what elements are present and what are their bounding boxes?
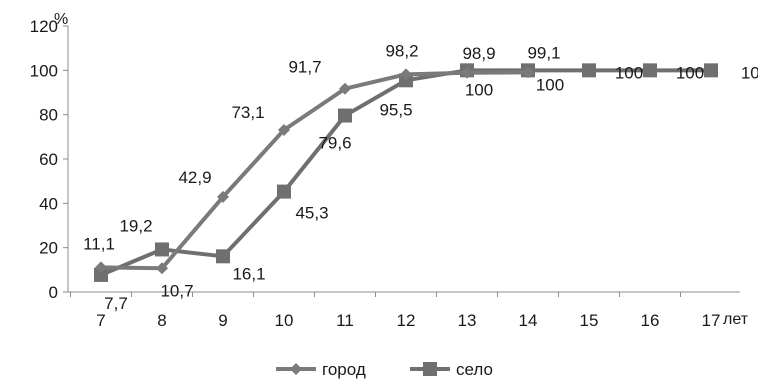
data-point-gorod xyxy=(95,261,107,274)
y-tick-label: 60 xyxy=(39,150,58,169)
data-label-selo: 100 xyxy=(741,63,758,82)
x-tick-label: 15 xyxy=(580,311,599,330)
data-point-selo xyxy=(277,184,291,199)
data-label-selo: 19,2 xyxy=(119,216,152,235)
x-tick-label: 7 xyxy=(96,311,105,330)
data-label-gorod: 98,2 xyxy=(385,41,418,60)
data-label-gorod: 10,7 xyxy=(160,281,193,300)
data-point-selo xyxy=(704,63,718,78)
data-label-gorod: 73,1 xyxy=(231,103,264,122)
data-label-gorod: 42,9 xyxy=(178,168,211,187)
y-tick-label: 0 xyxy=(49,283,58,302)
data-label-selo: 7,7 xyxy=(104,294,128,313)
data-point-selo xyxy=(338,108,352,123)
data-label-selo: 100 xyxy=(676,63,704,82)
legend: город село xyxy=(276,360,493,379)
y-tick-label: 100 xyxy=(30,61,58,80)
series-line-gorod xyxy=(100,70,529,271)
data-label-gorod: 99,1 xyxy=(527,43,560,62)
x-tick-label: 16 xyxy=(641,311,660,330)
legend-marker-gorod xyxy=(290,363,302,375)
x-tick-label: 9 xyxy=(218,311,227,330)
x-tick-label: 13 xyxy=(458,311,477,330)
data-point-gorod xyxy=(278,123,290,136)
axes: 0 20 40 60 80 100 120 7 8 9 10 11 12 13 14 15 16 17% лет xyxy=(30,11,749,330)
data-label-selo: 100 xyxy=(465,80,493,99)
x-unit-label: лет xyxy=(723,311,749,328)
legend-label-gorod: город xyxy=(322,360,366,379)
y-tick-label: 120 xyxy=(30,17,58,36)
data-point-gorod xyxy=(156,262,168,275)
x-tick-label: 17 xyxy=(702,311,721,330)
data-point-selo xyxy=(155,242,169,257)
x-tick-label: 11 xyxy=(336,311,354,330)
data-label-selo: 79,6 xyxy=(318,134,351,153)
data-point-selo xyxy=(643,63,657,78)
legend-marker-selo xyxy=(423,362,437,376)
x-tick-label: 10 xyxy=(275,311,294,330)
series-group xyxy=(94,63,718,282)
data-point-gorod xyxy=(461,66,473,79)
y-tick-label: 40 xyxy=(39,194,58,213)
x-tick-label: 14 xyxy=(519,311,538,330)
data-label-gorod: 11,1 xyxy=(83,234,115,253)
data-label-gorod: 98,9 xyxy=(462,44,495,63)
data-label-selo: 45,3 xyxy=(295,204,328,223)
x-tick-label: 12 xyxy=(397,311,416,330)
data-point-selo xyxy=(216,249,230,264)
data-label-selo: 100 xyxy=(536,75,564,94)
data-point-gorod xyxy=(217,190,229,203)
data-point-selo xyxy=(94,267,108,282)
data-point-gorod xyxy=(339,82,351,95)
y-tick-label: 80 xyxy=(39,106,58,125)
data-point-gorod xyxy=(400,68,412,81)
data-label-selo: 95,5 xyxy=(379,100,412,119)
data-label-gorod: 91,7 xyxy=(288,58,321,77)
data-label-selo: 16,1 xyxy=(232,264,265,283)
data-label-selo: 100 xyxy=(615,63,643,82)
data-labels: 11,1 10,7 42,9 73,1 91,7 98,2 98,9 99,1 7,7 19,2 1… xyxy=(83,41,758,313)
data-point-selo xyxy=(582,63,596,78)
x-tick-label: 8 xyxy=(157,311,166,330)
data-point-gorod xyxy=(522,66,534,79)
y-unit-label: % xyxy=(54,11,68,28)
legend-label-selo: село xyxy=(456,360,493,379)
y-tick-label: 20 xyxy=(39,239,58,258)
